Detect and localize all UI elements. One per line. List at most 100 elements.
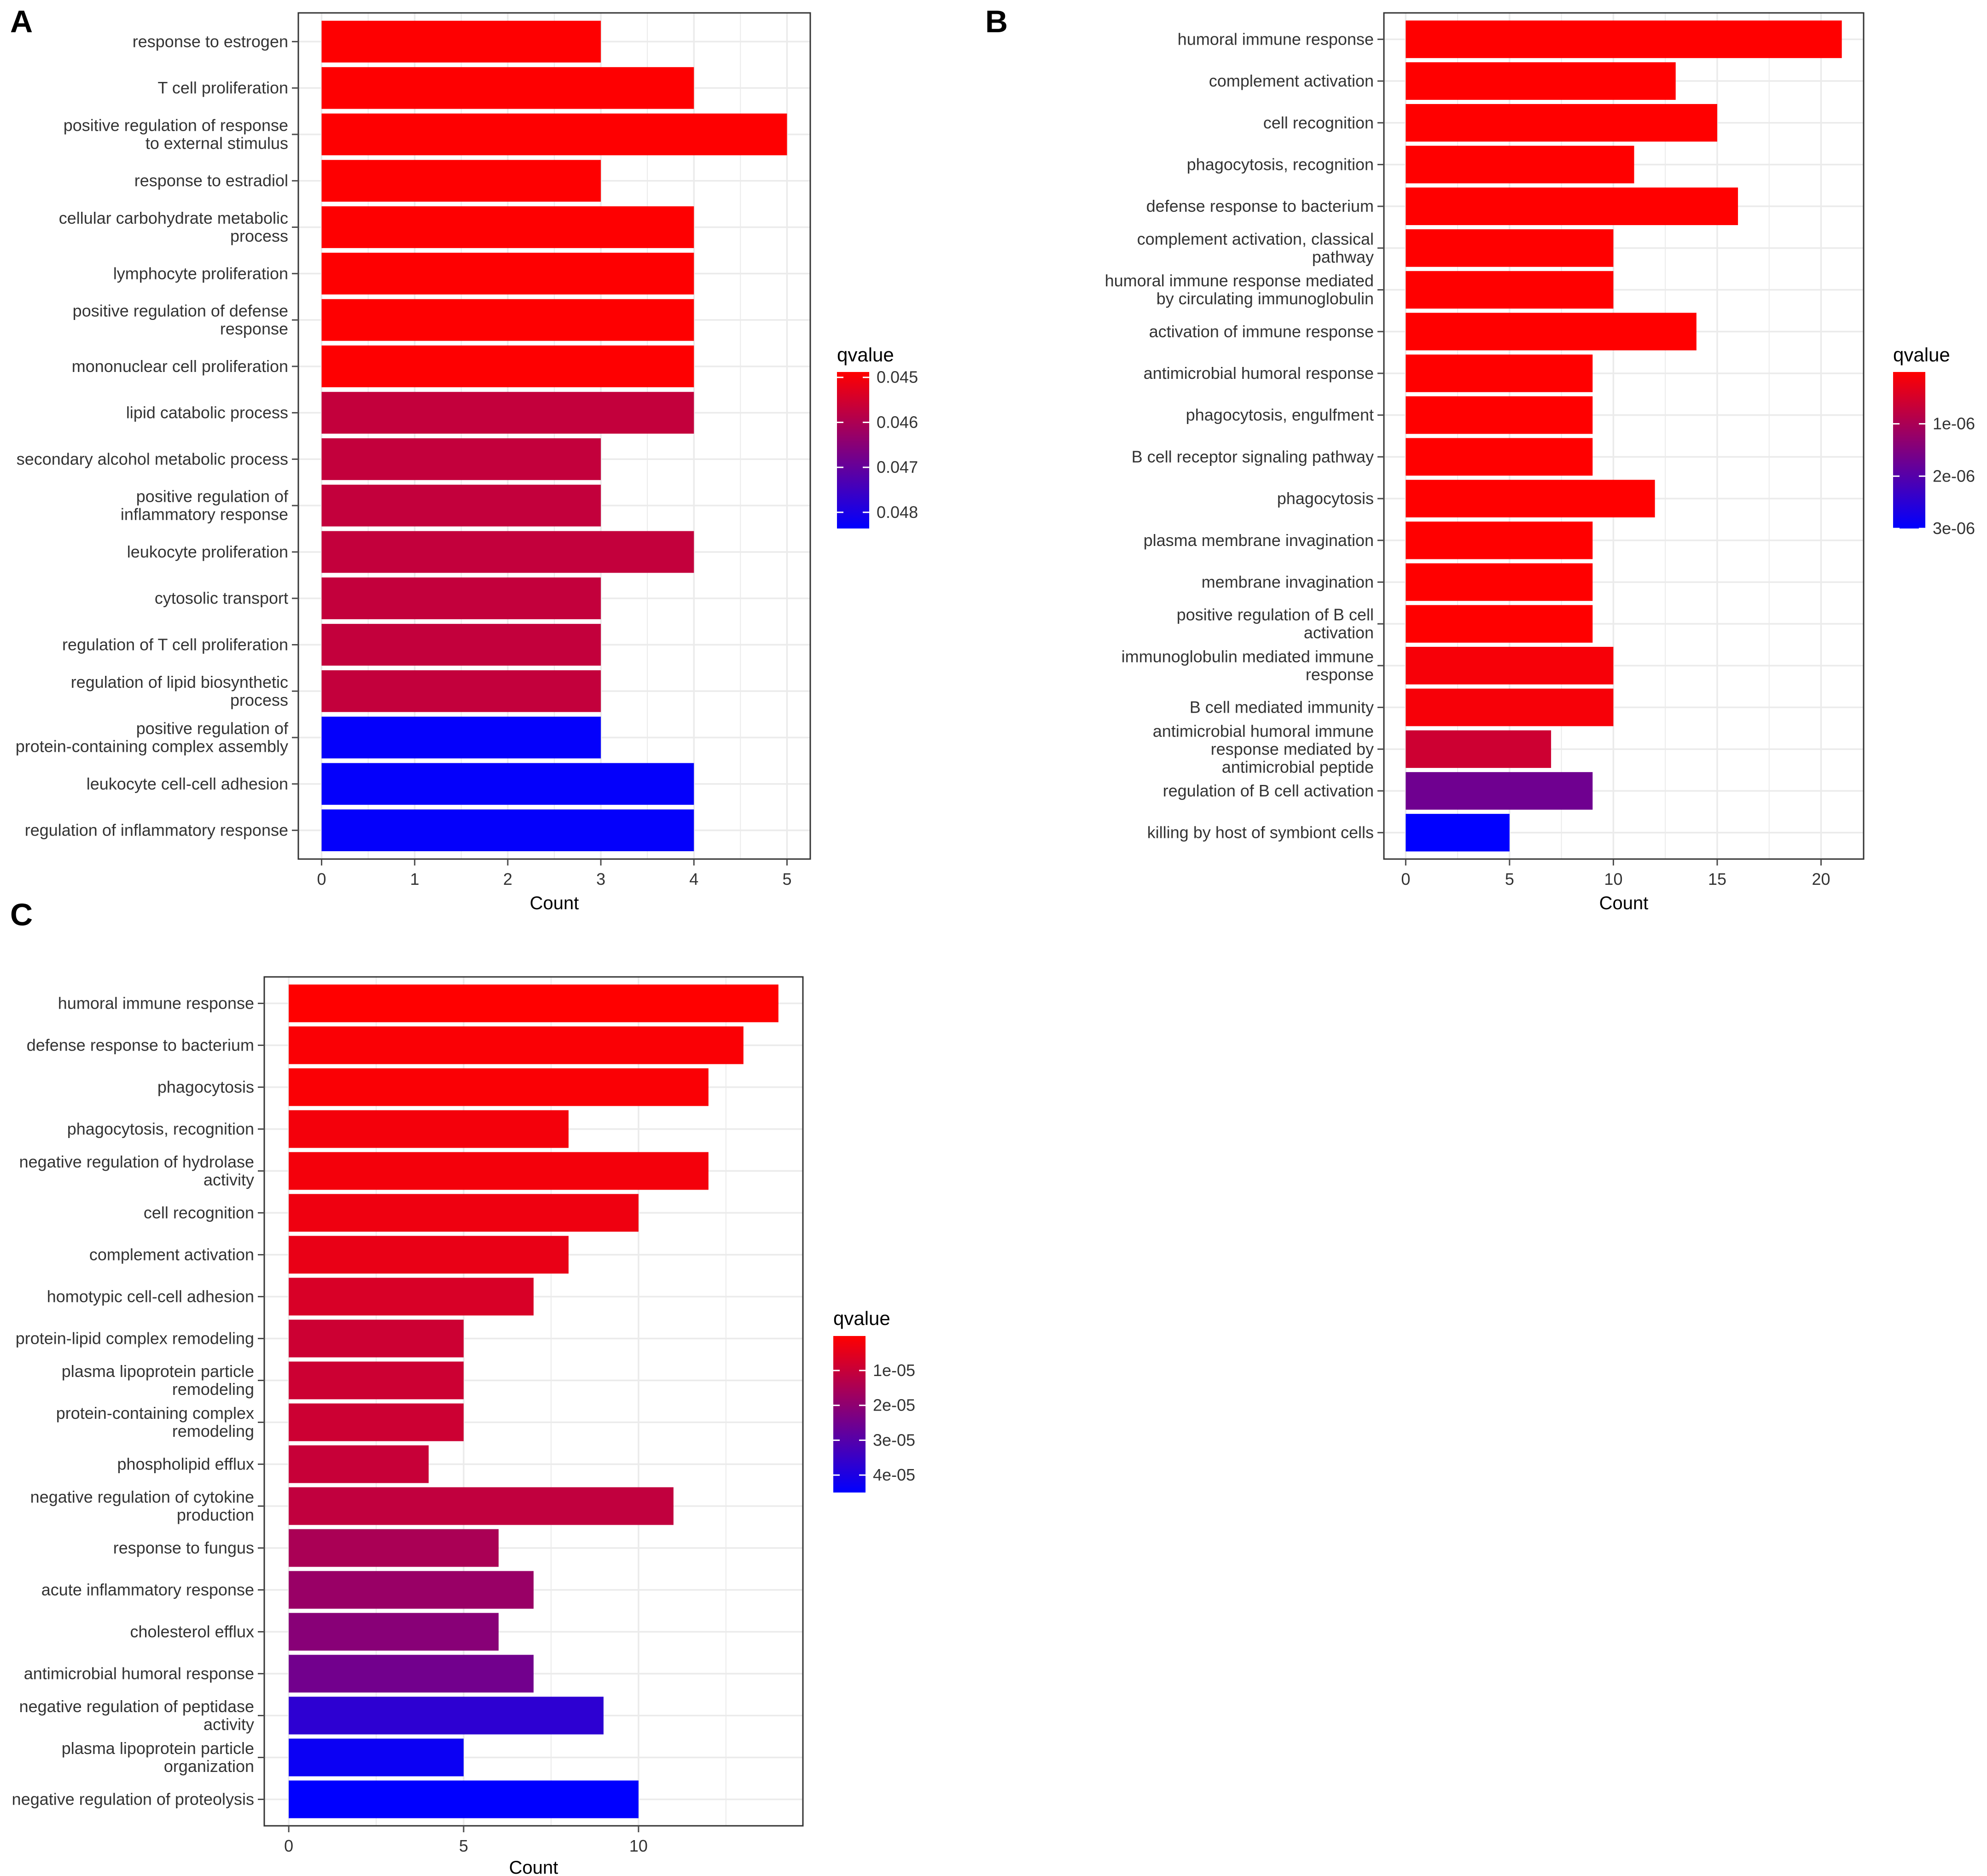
- bar-immunoglobulin-mediated-immune-response[interactable]: [1406, 647, 1614, 685]
- legend-tick-label: 2e-05: [873, 1396, 915, 1415]
- bar-leukocyte-proliferation[interactable]: [321, 531, 694, 573]
- bar-killing-by-host-of-symbiont-cells[interactable]: [1406, 813, 1510, 852]
- category-label: response to fungus: [113, 1539, 254, 1557]
- category-label: response to estradiol: [134, 171, 288, 190]
- category-label: complement activation: [1209, 71, 1374, 90]
- category-label: phagocytosis: [1277, 489, 1374, 508]
- bar-regulation-of-b-cell-activation[interactable]: [1406, 772, 1593, 810]
- bar-homotypic-cell-cell-adhesion[interactable]: [289, 1278, 534, 1316]
- x-tick-label: 1: [410, 870, 419, 889]
- legend-tick-label: 2e-06: [1933, 466, 1975, 485]
- bar-lipid-catabolic-process[interactable]: [321, 392, 694, 434]
- bar-phagocytosis-recognition[interactable]: [1406, 145, 1634, 184]
- bar-cytosolic-transport[interactable]: [321, 577, 601, 620]
- category-label: positive regulation of defense response: [73, 302, 288, 338]
- bar-cholesterol-efflux[interactable]: [289, 1613, 499, 1651]
- bar-activation-of-immune-response[interactable]: [1406, 313, 1697, 351]
- plot-border: [1383, 12, 1865, 860]
- x-tick-label: 10: [1604, 870, 1622, 889]
- bar-complement-activation[interactable]: [1406, 62, 1676, 100]
- bar-positive-regulation-of-inflammatory-response[interactable]: [321, 484, 601, 527]
- panel-c: humoral immune response defense response …: [12, 976, 915, 1876]
- legend-colorbar: [837, 372, 869, 529]
- x-tick-label: 10: [629, 1836, 648, 1855]
- bar-phagocytosis-recognition[interactable]: [289, 1110, 569, 1148]
- category-label: humoral immune response: [58, 994, 254, 1013]
- bar-phagocytosis[interactable]: [1406, 480, 1655, 517]
- bar-secondary-alcohol-metabolic-process[interactable]: [321, 438, 601, 480]
- bar-complement-activation-classical-pathway[interactable]: [1406, 229, 1614, 267]
- x-tick-label: 5: [459, 1836, 468, 1855]
- bar-plasma-lipoprotein-particle-remodeling[interactable]: [289, 1361, 464, 1400]
- bar-cell-recognition[interactable]: [289, 1194, 639, 1232]
- bar-plasma-lipoprotein-particle-organization[interactable]: [289, 1738, 464, 1777]
- bar-negative-regulation-of-peptidase-activity[interactable]: [289, 1696, 604, 1735]
- category-label: mononuclear cell proliferation: [72, 357, 288, 376]
- plot-border: [263, 976, 804, 1827]
- bar-lymphocyte-proliferation[interactable]: [321, 252, 694, 295]
- bar-complement-activation[interactable]: [289, 1236, 569, 1274]
- bar-leukocyte-cell-cell-adhesion[interactable]: [321, 763, 694, 805]
- bar-regulation-of-t-cell-proliferation[interactable]: [321, 624, 601, 666]
- bar-phagocytosis-engulfment[interactable]: [1406, 396, 1593, 434]
- bar-membrane-invagination[interactable]: [1406, 563, 1593, 601]
- bar-positive-regulation-of-b-cell-activation[interactable]: [1406, 605, 1593, 643]
- bar-regulation-of-lipid-biosynthetic-process[interactable]: [321, 670, 601, 712]
- x-tick-label: 4: [689, 870, 698, 889]
- bar-positive-regulation-of-defense-response[interactable]: [321, 299, 694, 341]
- category-label: plasma lipoprotein particle organization: [62, 1739, 254, 1776]
- bar-negative-regulation-of-hydrolase-activity[interactable]: [289, 1152, 709, 1190]
- bar-cell-recognition[interactable]: [1406, 104, 1717, 142]
- bar-positive-regulation-of-response-to-external-stimulus[interactable]: [321, 113, 787, 156]
- bar-t-cell-proliferation[interactable]: [321, 67, 694, 109]
- category-label: cell recognition: [144, 1203, 254, 1222]
- category-label: phagocytosis, recognition: [67, 1120, 254, 1138]
- bar-mononuclear-cell-proliferation[interactable]: [321, 345, 694, 388]
- bar-phagocytosis[interactable]: [289, 1068, 709, 1106]
- bar-protein-lipid-complex-remodeling[interactable]: [289, 1319, 464, 1358]
- bar-antimicrobial-humoral-immune-response-mediated-by-antimicrobial-peptide[interactable]: [1406, 730, 1551, 768]
- category-label: homotypic cell-cell adhesion: [47, 1287, 254, 1306]
- bar-plasma-membrane-invagination[interactable]: [1406, 521, 1593, 559]
- legend-tick-label: 1e-06: [1933, 414, 1975, 433]
- category-label: negative regulation of peptidase activity: [19, 1697, 254, 1734]
- category-label: regulation of B cell activation: [1163, 781, 1374, 800]
- bar-b-cell-mediated-immunity[interactable]: [1406, 688, 1614, 726]
- bar-protein-containing-complex-remodeling[interactable]: [289, 1403, 464, 1441]
- x-tick-label: 0: [284, 1836, 293, 1855]
- bar-antimicrobial-humoral-response[interactable]: [289, 1655, 534, 1693]
- category-label: immunoglobulin mediated immune response: [1121, 647, 1374, 684]
- x-axis-title: Count: [509, 1858, 558, 1876]
- category-label: lymphocyte proliferation: [113, 264, 288, 283]
- legend-colorbar: [1893, 372, 1925, 529]
- category-label: antimicrobial humoral response: [24, 1664, 254, 1683]
- legend-tick-label: 0.046: [877, 412, 918, 431]
- legend-tick-label: 1e-05: [873, 1361, 915, 1380]
- bar-phospholipid-efflux[interactable]: [289, 1445, 429, 1483]
- x-tick-label: 0: [317, 870, 326, 889]
- bar-b-cell-receptor-signaling-pathway[interactable]: [1406, 438, 1593, 476]
- bar-humoral-immune-response-mediated-by-circulating-immunoglobulin[interactable]: [1406, 271, 1614, 309]
- bar-cellular-carbohydrate-metabolic-process[interactable]: [321, 206, 694, 248]
- bar-regulation-of-inflammatory-response[interactable]: [321, 809, 694, 851]
- bar-response-to-fungus[interactable]: [289, 1529, 499, 1567]
- bar-negative-regulation-of-cytokine-production[interactable]: [289, 1487, 674, 1525]
- bar-response-to-estrogen[interactable]: [321, 21, 601, 63]
- category-label: positive regulation of protein-containing…: [16, 719, 289, 756]
- category-label: humoral immune response mediated by circu…: [1105, 271, 1374, 308]
- category-label: leukocyte cell-cell adhesion: [87, 774, 288, 793]
- category-label: defense response to bacterium: [27, 1036, 254, 1055]
- category-label: lipid catabolic process: [126, 403, 288, 422]
- bar-defense-response-to-bacterium[interactable]: [289, 1026, 744, 1064]
- bar-negative-regulation-of-proteolysis[interactable]: [289, 1780, 639, 1818]
- bar-antimicrobial-humoral-response[interactable]: [1406, 354, 1593, 392]
- category-label: leukocyte proliferation: [127, 542, 288, 561]
- legend-tick-label: 0.045: [877, 368, 918, 387]
- bar-response-to-estradiol[interactable]: [321, 160, 601, 202]
- category-label: antimicrobial humoral immune response med…: [1153, 721, 1374, 776]
- bar-defense-response-to-bacterium[interactable]: [1406, 187, 1738, 225]
- bar-humoral-immune-response[interactable]: [1406, 20, 1842, 58]
- bar-humoral-immune-response[interactable]: [289, 984, 779, 1022]
- bar-acute-inflammatory-response[interactable]: [289, 1571, 534, 1609]
- bar-positive-regulation-of-protein-containing-complex-assembly[interactable]: [321, 716, 601, 759]
